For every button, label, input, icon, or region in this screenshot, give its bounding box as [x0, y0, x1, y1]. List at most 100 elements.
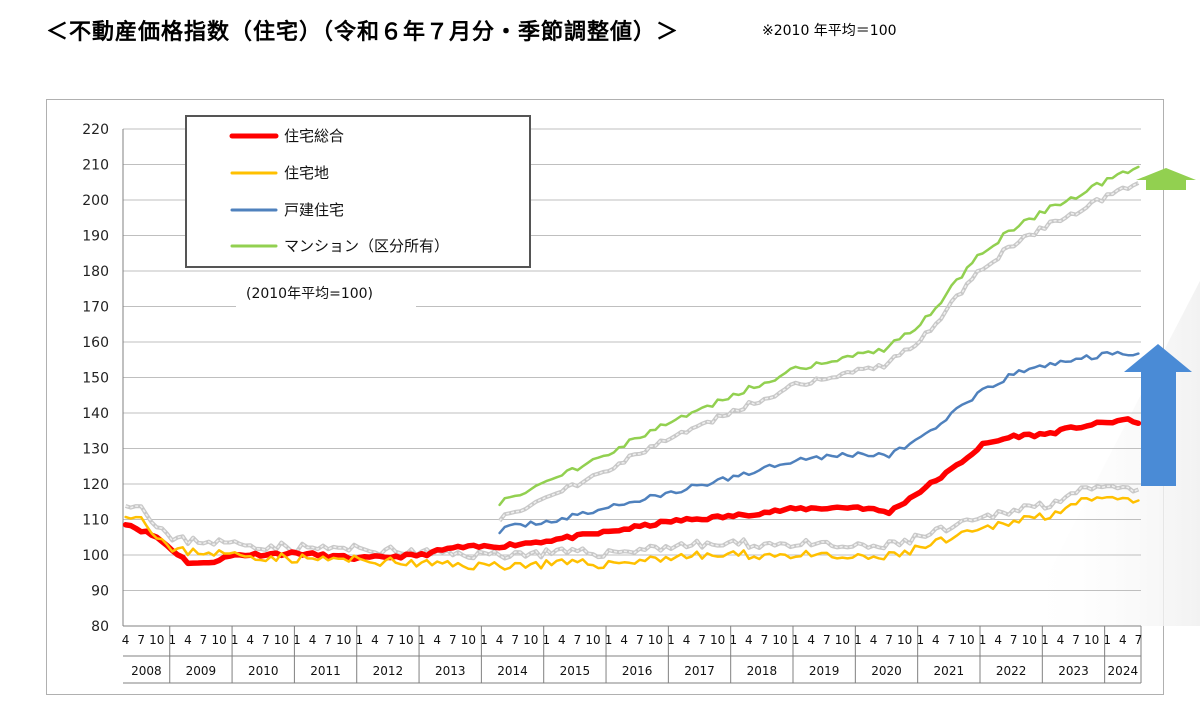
x-month-tick-label: 7: [324, 633, 332, 647]
ghost-line-highlight: [125, 485, 1139, 560]
x-month-tick-label: 10: [523, 633, 538, 647]
x-month-tick-label: 10: [710, 633, 725, 647]
x-month-tick-label: 4: [433, 633, 441, 647]
x-month-tick-label: 1: [293, 633, 301, 647]
x-year-label: 2008: [131, 664, 162, 678]
x-year-label: 2014: [497, 664, 528, 678]
x-month-tick-label: 7: [698, 633, 706, 647]
x-month-tick-label: 7: [885, 633, 893, 647]
x-month-tick-label: 1: [231, 633, 239, 647]
x-month-tick-label: 10: [336, 633, 351, 647]
y-tick-label: 210: [82, 158, 109, 174]
x-year-label: 2019: [809, 664, 840, 678]
y-tick-label: 140: [82, 406, 109, 422]
x-month-tick-label: 10: [897, 633, 912, 647]
x-month-tick-label: 7: [574, 633, 582, 647]
x-month-tick-label: 4: [558, 633, 566, 647]
x-month-tick-label: 10: [274, 633, 289, 647]
x-month-tick-label: 4: [870, 633, 878, 647]
x-month-tick-label: 7: [387, 633, 395, 647]
base-note-label: (2010年平均=100): [246, 286, 373, 302]
y-tick-label: 200: [82, 193, 109, 209]
x-month-tick-label: 7: [1135, 633, 1143, 647]
x-month-tick-label: 4: [745, 633, 753, 647]
y-tick-label: 80: [91, 619, 109, 635]
x-month-tick-label: 1: [854, 633, 862, 647]
y-tick-label: 100: [82, 548, 109, 564]
legend-label: 戸建住宅: [284, 201, 344, 219]
x-year-label: 2018: [747, 664, 778, 678]
x-month-tick-label: 1: [418, 633, 426, 647]
x-month-tick-label: 4: [371, 633, 379, 647]
y-tick-label: 120: [82, 477, 109, 493]
page-title: ＜不動産価格指数（住宅）（令和６年７月分・季節調整値）＞: [46, 20, 680, 45]
x-month-tick-label: 1: [605, 633, 613, 647]
ghost-line: [498, 181, 1140, 523]
axes: 8090100110120130140150160170180190200210…: [82, 122, 1143, 684]
y-tick-label: 170: [82, 300, 109, 316]
x-month-tick-label: 10: [959, 633, 974, 647]
base-note: ※2010 年平均＝100: [762, 23, 897, 39]
x-year-label: 2022: [996, 664, 1027, 678]
green-up-arrow: [1136, 168, 1196, 190]
ghost-line-highlight: [499, 182, 1139, 522]
x-year-label: 2017: [684, 664, 715, 678]
trend-arrows: [1124, 168, 1196, 486]
x-year-label: 2011: [310, 664, 341, 678]
x-month-tick-label: 4: [184, 633, 192, 647]
x-month-tick-label: 4: [309, 633, 317, 647]
series-line-total: [122, 416, 1142, 567]
x-month-tick-label: 10: [772, 633, 787, 647]
x-month-tick-label: 10: [149, 633, 164, 647]
x-month-tick-label: 7: [1072, 633, 1080, 647]
x-month-tick-label: 4: [246, 633, 254, 647]
x-month-tick-label: 4: [620, 633, 628, 647]
x-year-label: 2024: [1108, 664, 1139, 678]
x-month-tick-label: 7: [137, 633, 145, 647]
x-month-tick-label: 10: [585, 633, 600, 647]
x-month-tick-label: 1: [792, 633, 800, 647]
x-month-tick-label: 1: [480, 633, 488, 647]
legend-label: 住宅地: [284, 164, 329, 182]
blue-up-arrow: [1124, 344, 1192, 486]
x-year-label: 2023: [1058, 664, 1089, 678]
x-month-tick-label: 1: [916, 633, 924, 647]
x-month-tick-label: 10: [461, 633, 476, 647]
legend-label: 住宅総合: [284, 127, 344, 145]
x-year-label: 2016: [622, 664, 653, 678]
x-month-tick-label: 10: [398, 633, 413, 647]
y-tick-label: 220: [82, 122, 109, 138]
y-tick-label: 130: [82, 442, 109, 458]
series-line-residential-land: [124, 495, 1140, 571]
x-month-tick-label: 4: [122, 633, 130, 647]
x-month-tick-label: 7: [262, 633, 270, 647]
x-year-label: 2010: [248, 664, 279, 678]
x-month-tick-label: 10: [1022, 633, 1037, 647]
x-month-tick-label: 1: [1041, 633, 1049, 647]
x-month-tick-label: 10: [1084, 633, 1099, 647]
x-month-tick-label: 4: [994, 633, 1002, 647]
x-month-tick-label: 1: [729, 633, 737, 647]
x-month-tick-label: 10: [211, 633, 226, 647]
y-tick-label: 110: [82, 513, 109, 529]
y-tick-label: 90: [91, 584, 109, 600]
x-month-tick-label: 4: [807, 633, 815, 647]
x-month-tick-label: 7: [200, 633, 208, 647]
x-month-tick-label: 7: [1010, 633, 1018, 647]
x-year-label: 2012: [373, 664, 404, 678]
series-lines: [122, 165, 1142, 571]
x-month-tick-label: 4: [932, 633, 940, 647]
x-month-tick-label: 4: [683, 633, 691, 647]
base-note-box: [236, 278, 416, 308]
x-month-tick-label: 10: [835, 633, 850, 647]
x-month-tick-label: 1: [1103, 633, 1111, 647]
series-line-condominium: [498, 165, 1140, 507]
x-month-tick-label: 7: [636, 633, 644, 647]
y-tick-label: 160: [82, 335, 109, 351]
x-month-tick-label: 1: [979, 633, 987, 647]
x-month-tick-label: 4: [1057, 633, 1065, 647]
x-month-tick-label: 4: [1119, 633, 1127, 647]
x-month-tick-label: 10: [648, 633, 663, 647]
y-tick-label: 150: [82, 371, 109, 387]
x-year-label: 2020: [871, 664, 902, 678]
